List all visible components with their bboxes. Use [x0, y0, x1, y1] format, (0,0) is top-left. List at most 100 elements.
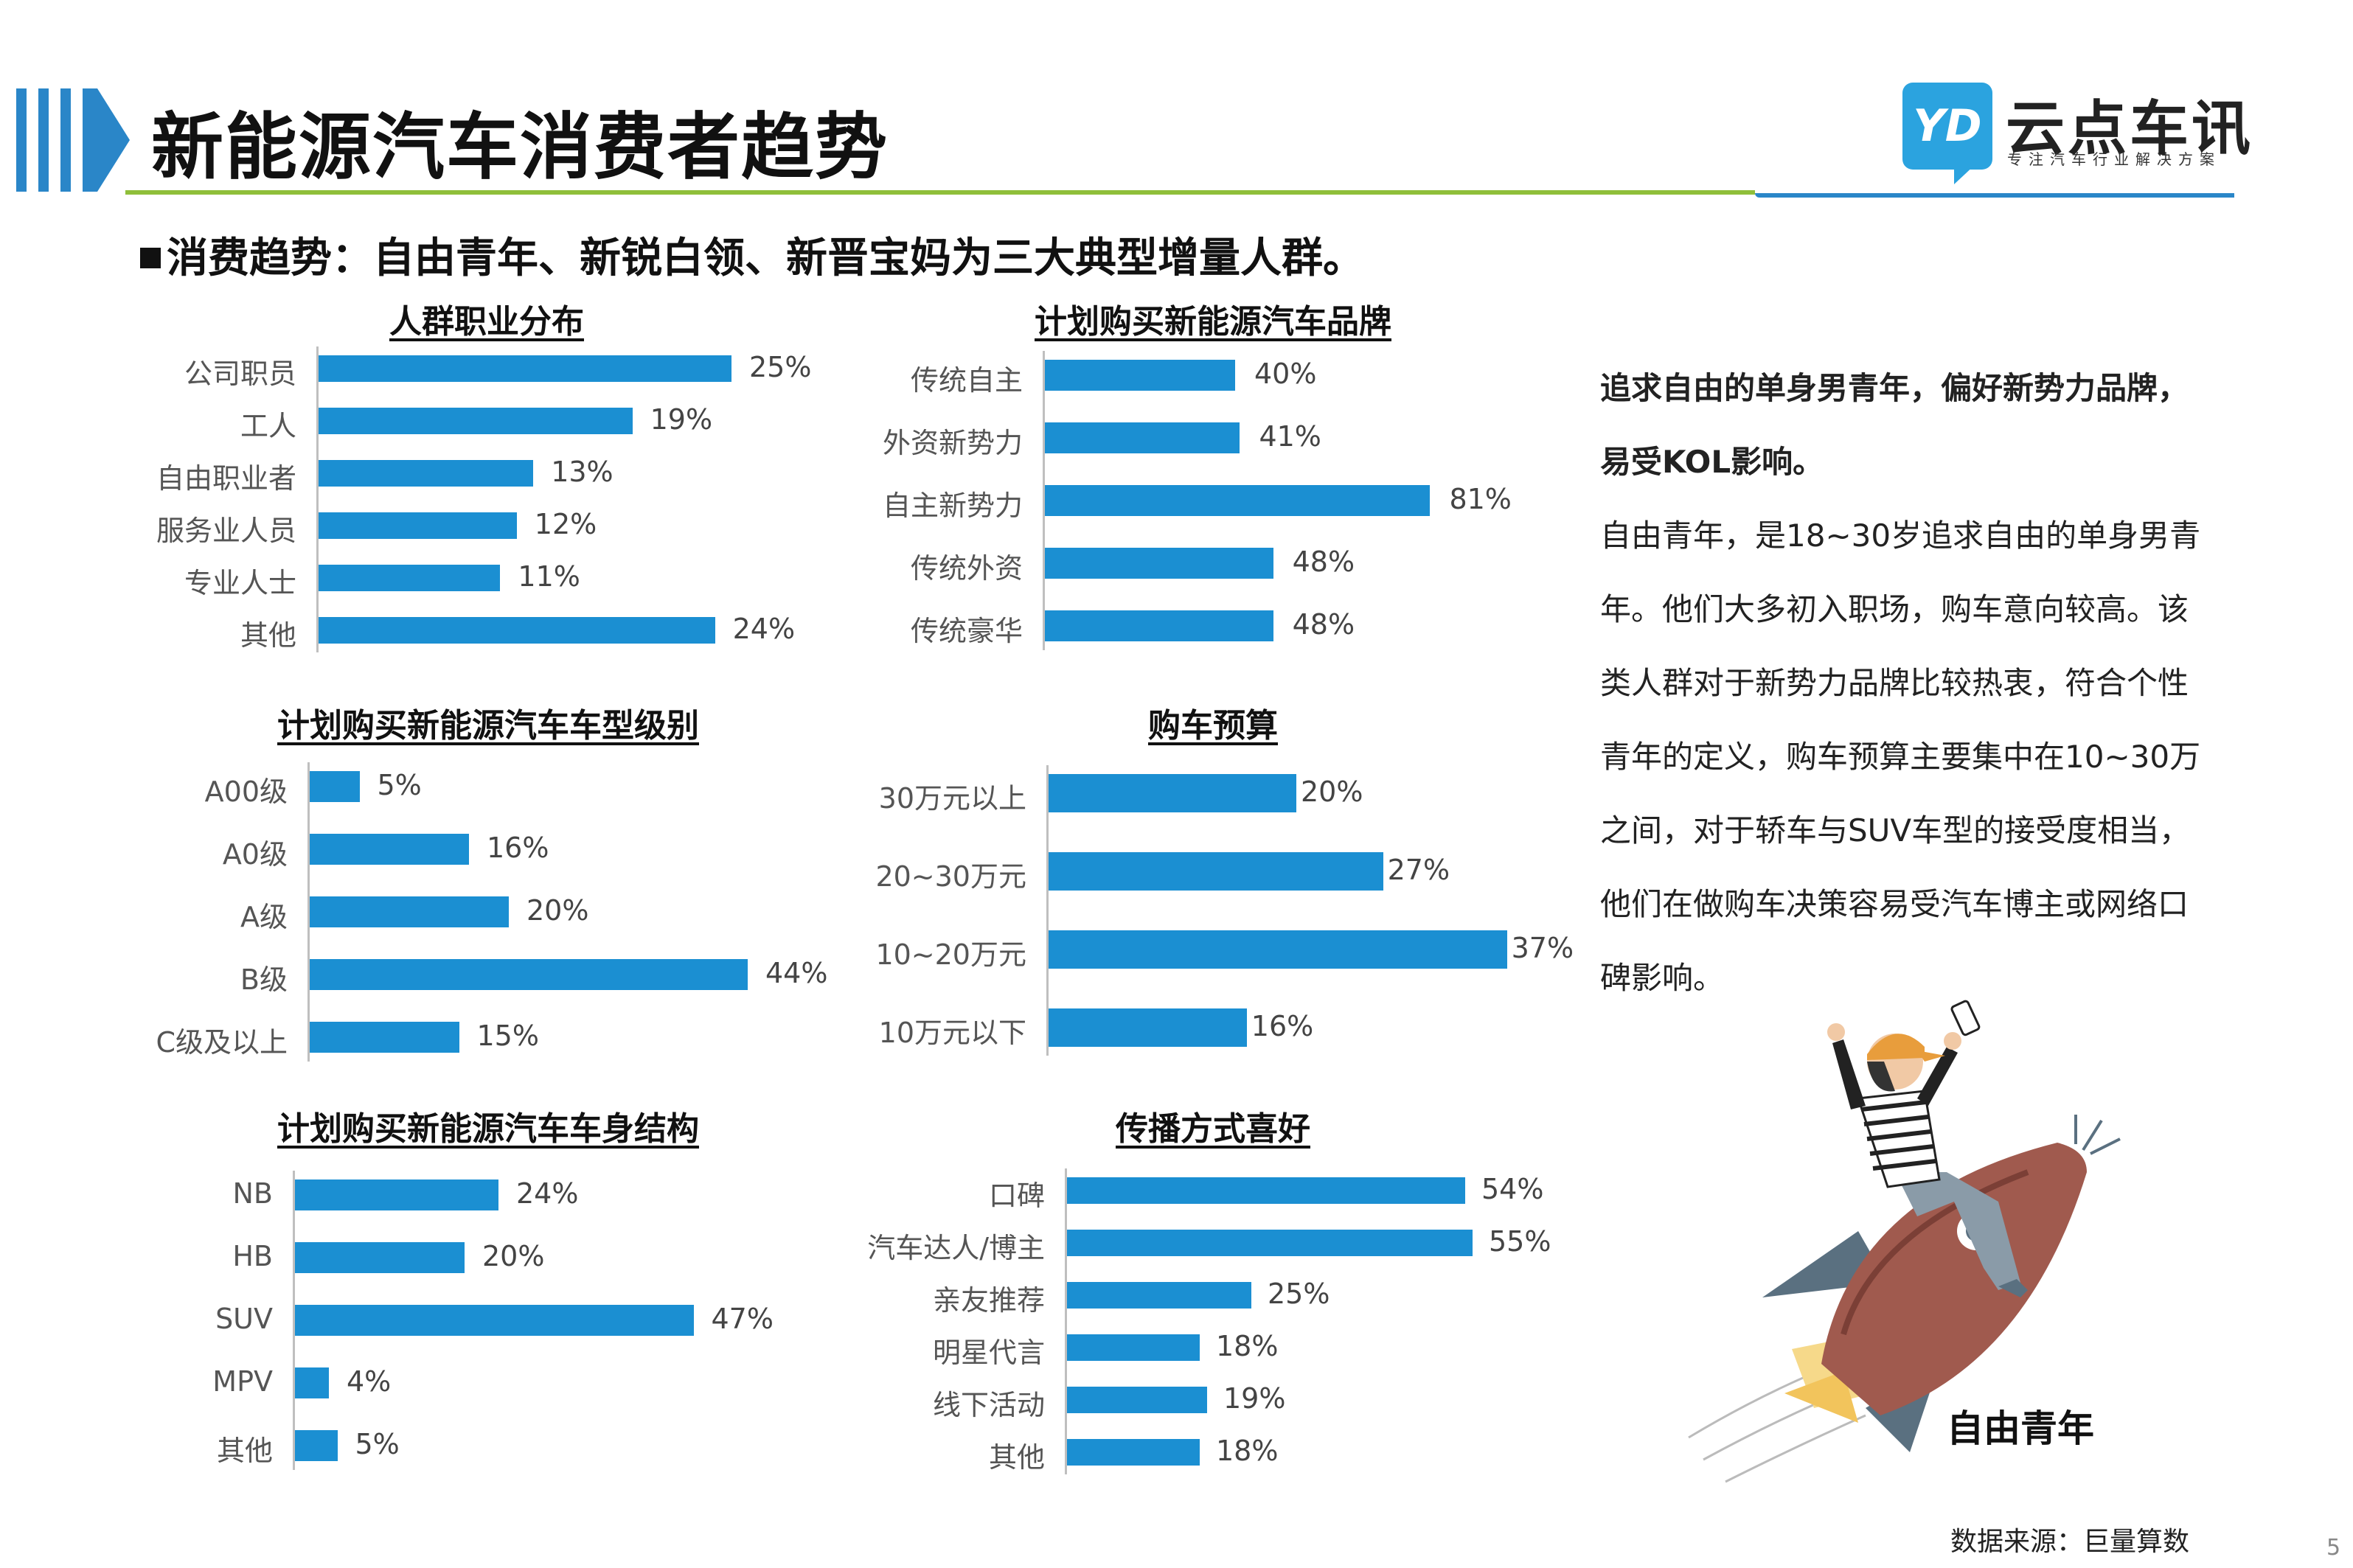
bar	[1067, 1230, 1473, 1256]
value-label: 40%	[1254, 358, 1317, 390]
chart-title: 传播方式喜好	[1116, 1110, 1310, 1148]
chart-title: 计划购买新能源汽车车身结构	[277, 1110, 699, 1148]
persona-headline-1: 追求自由的单身男青年，偏好新势力品牌，	[1600, 370, 2189, 406]
chart-axis	[1065, 1168, 1067, 1474]
category-label: 服务业人员	[156, 515, 296, 547]
bar	[295, 1242, 465, 1273]
bar	[295, 1305, 694, 1336]
bar	[319, 460, 534, 487]
logo-tail-icon	[1954, 164, 1976, 184]
value-label: 48%	[1292, 546, 1355, 578]
value-label: 4%	[347, 1365, 392, 1398]
category-label: 10万元以下	[878, 1017, 1026, 1049]
value-label: 19%	[1223, 1382, 1286, 1415]
chart-title: 计划购买新能源汽车车型级别	[277, 707, 699, 745]
bar	[1049, 930, 1507, 969]
value-label: 27%	[1387, 854, 1450, 886]
bar	[1049, 852, 1383, 891]
logo-mark: YD	[1913, 100, 1982, 152]
category-label: 线下活动	[932, 1389, 1045, 1421]
bar	[1049, 1008, 1247, 1047]
subheading: 消费趋势：自由青年、新锐白领、新晋宝妈为三大典型增量人群。	[140, 225, 1364, 285]
header-divider-blue	[1755, 193, 2234, 198]
value-label: 24%	[732, 613, 796, 645]
chart-title: 购车预算	[1148, 707, 1278, 745]
chart-axis	[293, 1171, 295, 1470]
value-label: 5%	[377, 769, 422, 801]
chart-axis	[1046, 765, 1049, 1056]
bar	[295, 1367, 329, 1398]
bar	[1045, 422, 1240, 453]
category-label: 其他	[240, 619, 296, 652]
chart-axis	[316, 346, 319, 652]
header-divider-green	[125, 190, 1755, 195]
bullet-square-icon	[140, 247, 161, 268]
category-label: 专业人士	[184, 567, 296, 599]
value-label: 37%	[1511, 932, 1574, 964]
chart-title: 人群职业分布	[389, 303, 584, 341]
value-label: 48%	[1292, 608, 1355, 641]
category-label: 传统外资	[910, 552, 1023, 585]
bar	[319, 408, 633, 434]
chart-axis	[1043, 351, 1045, 650]
persona-rocket-illustration	[1688, 1000, 2121, 1483]
subheading-text: 消费趋势：自由青年、新锐白领、新晋宝妈为三大典型增量人群。	[167, 234, 1364, 282]
category-label: 10~20万元	[875, 938, 1026, 971]
value-label: 24%	[516, 1177, 579, 1210]
category-label: 传统自主	[910, 364, 1023, 397]
bar	[310, 896, 509, 927]
value-label: 16%	[487, 832, 549, 864]
value-label: 16%	[1251, 1010, 1314, 1042]
value-label: 12%	[534, 508, 597, 540]
value-label: 41%	[1259, 420, 1321, 453]
bar	[319, 512, 517, 539]
persona-label: 自由青年	[1947, 1407, 2094, 1450]
page-number: 5	[2326, 1535, 2341, 1561]
bar	[295, 1180, 498, 1210]
category-label: 自主新势力	[882, 489, 1023, 522]
value-label: 13%	[551, 456, 614, 488]
chart-axis	[307, 762, 310, 1062]
category-label: NB	[232, 1177, 274, 1210]
bar	[1045, 610, 1273, 641]
category-label: A00级	[204, 776, 288, 808]
header-stripe-3	[60, 88, 71, 192]
bar	[1049, 774, 1296, 812]
bar	[310, 959, 748, 990]
category-label: 其他	[988, 1441, 1045, 1474]
category-label: 口碑	[988, 1180, 1045, 1212]
bar	[310, 771, 360, 802]
category-label: 其他	[216, 1435, 273, 1467]
value-label: 18%	[1216, 1330, 1279, 1362]
value-label: 47%	[711, 1303, 774, 1335]
bar	[1067, 1282, 1251, 1309]
bar	[319, 355, 731, 382]
logo-name: 云点车讯	[2006, 94, 2253, 163]
bar	[1067, 1334, 1200, 1361]
value-label: 19%	[650, 403, 713, 436]
bar	[310, 1022, 459, 1053]
persona-headline-2: 易受KOL影响。	[1600, 444, 1824, 480]
logo-tagline: 专注汽车行业解决方案	[2007, 150, 2221, 168]
value-label: 20%	[526, 894, 589, 927]
data-source: 数据来源：巨量算数	[1950, 1527, 2190, 1557]
bar	[310, 834, 469, 865]
category-label: 汽车达人/博主	[867, 1232, 1045, 1264]
value-label: 20%	[1301, 776, 1363, 808]
category-label: 自由职业者	[156, 462, 296, 495]
persona-body: 自由青年，是18~30岁追求自由的单身男青年。他们大多初入职场，购车意向较高。该…	[1600, 518, 2201, 996]
category-label: 30万元以上	[878, 782, 1026, 815]
bar	[1045, 485, 1431, 516]
category-label: B级	[240, 964, 288, 996]
category-label: 外资新势力	[882, 427, 1023, 459]
category-label: MPV	[212, 1365, 273, 1398]
bar	[319, 565, 501, 591]
bar	[319, 617, 715, 644]
value-label: 44%	[765, 957, 828, 989]
category-label: C级及以上	[156, 1026, 288, 1059]
value-label: 20%	[482, 1240, 545, 1272]
logo-icon: YD	[1902, 83, 1992, 170]
category-label: 工人	[240, 410, 296, 442]
category-label: 公司职员	[184, 358, 296, 390]
category-label: 明星代言	[932, 1337, 1045, 1369]
